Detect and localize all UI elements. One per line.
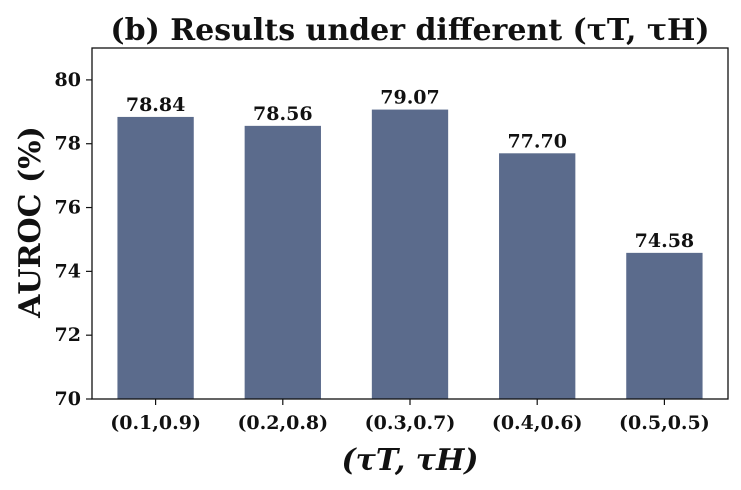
y-tick-label-74: 74 <box>55 260 81 282</box>
plot-frame <box>91 47 729 400</box>
y-axis-ticks: 70 72 74 76 78 80 <box>55 69 92 410</box>
x-axis-ticks: (0.1,0.9) (0.2,0.8) (0.3,0.7) (0.4,0.6) (0.5… <box>110 399 710 434</box>
y-tick-label-72: 72 <box>55 324 81 346</box>
bar-4 <box>499 153 576 399</box>
y-tick-label-80: 80 <box>55 69 81 91</box>
x-tick-label-3: (0.3,0.7) <box>365 412 456 434</box>
bar-value-label-2: 78.56 <box>253 103 313 125</box>
bar-3 <box>371 109 449 400</box>
x-axis-label: (τT, τH) <box>341 443 478 478</box>
bar-value-label-5: 74.58 <box>635 230 695 252</box>
y-tick-label-70: 70 <box>55 388 81 410</box>
chart-title: (b) Results under different (τT, τH) <box>110 13 709 48</box>
bars-group: 78.84 78.56 79.07 77.70 74.58 <box>117 87 703 400</box>
x-tick-label-2: (0.2,0.8) <box>237 412 328 434</box>
y-axis-label: AUROC (%) <box>13 126 48 319</box>
x-tick-label-1: (0.1,0.9) <box>110 412 201 434</box>
y-tick-label-78: 78 <box>55 133 81 155</box>
x-tick-label-5: (0.5,0.5) <box>619 412 710 434</box>
y-tick-label-76: 76 <box>55 197 81 219</box>
bar-1 <box>117 116 194 399</box>
bar-value-label-3: 79.07 <box>380 87 440 109</box>
bar-2 <box>244 125 321 399</box>
bar-5 <box>626 252 703 399</box>
x-tick-label-4: (0.4,0.6) <box>492 412 583 434</box>
bar-value-label-1: 78.84 <box>126 94 186 116</box>
bar-value-label-4: 77.70 <box>507 130 567 152</box>
